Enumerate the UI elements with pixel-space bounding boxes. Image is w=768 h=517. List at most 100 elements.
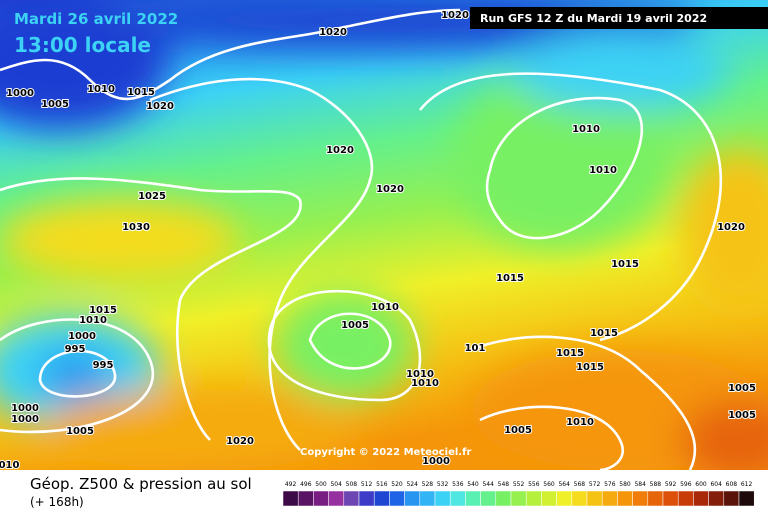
isobar-label: 1015 xyxy=(611,259,639,270)
isobar-label: 1000 xyxy=(11,403,39,414)
isobar-label: 1015 xyxy=(89,305,117,316)
scale-swatch xyxy=(465,490,481,507)
scale-swatch xyxy=(677,490,694,507)
scale-label: 540 xyxy=(467,481,479,488)
scale-label: 516 xyxy=(376,481,388,488)
scale-label: 600 xyxy=(695,481,707,488)
scale-swatch xyxy=(510,490,527,507)
isobar-label: 1010 xyxy=(566,417,594,428)
isobar-label: 1010 xyxy=(406,369,434,380)
scale-swatch xyxy=(708,490,725,507)
scale-swatch xyxy=(343,490,360,507)
isobar-label: 1005 xyxy=(341,320,369,331)
isobar-label: 1020 xyxy=(376,184,404,195)
scale-label: 572 xyxy=(589,481,601,488)
scale-swatch xyxy=(662,490,679,507)
scale-swatch xyxy=(693,490,709,507)
scale-swatch xyxy=(738,490,755,507)
isobar-labels: 1020 1020 1000 1005 1010 1015 1020 1020 … xyxy=(0,9,757,472)
scale-label: 560 xyxy=(543,481,555,488)
scale-label: 544 xyxy=(482,481,494,488)
isobar-label: 1020 xyxy=(146,101,174,112)
date: Mardi 26 avril 2022 xyxy=(14,10,178,28)
scale-label: 556 xyxy=(528,481,540,488)
isobar-label: 1025 xyxy=(138,191,166,202)
scale-swatch xyxy=(541,490,557,507)
scale-label: 532 xyxy=(437,481,449,488)
footer-title: Géop. Z500 & pression au sol xyxy=(30,475,252,493)
scale-swatch xyxy=(297,490,314,507)
scale-label: 512 xyxy=(361,481,373,488)
scale-label: 568 xyxy=(574,481,586,488)
isobar-label: 995 xyxy=(65,344,86,355)
scale-swatch xyxy=(328,490,345,507)
color-scale: 492 496 500 504 508 512 516 520 524 528 532 536 540 5… xyxy=(282,481,755,507)
scale-label: 588 xyxy=(650,481,662,488)
scale-label: 576 xyxy=(604,481,616,488)
isobar-label: 1015 xyxy=(590,328,618,339)
isobar-label: 1005 xyxy=(66,426,94,437)
map xyxy=(0,0,768,480)
scale-swatch xyxy=(556,490,573,507)
isobar-label: 1020 xyxy=(717,222,745,233)
isobar-label: 010 xyxy=(0,460,19,471)
isobar-label: 1020 xyxy=(319,27,347,38)
scale-label: 508 xyxy=(346,481,358,488)
isobar-label: 1000 xyxy=(6,88,34,99)
isobar-label: 1015 xyxy=(496,273,524,284)
scale-swatch xyxy=(480,490,497,507)
isobar-label: 1010 xyxy=(572,124,600,135)
scale-label: 492 xyxy=(285,481,297,488)
scale-swatch xyxy=(389,490,405,507)
scale-swatch xyxy=(404,490,421,507)
scale-swatch xyxy=(647,490,664,507)
isobar-label: 1015 xyxy=(556,348,584,359)
scale-swatch xyxy=(419,490,436,507)
scale-label: 612 xyxy=(741,481,753,488)
scale-label: 536 xyxy=(452,481,464,488)
scale-swatch xyxy=(525,490,542,507)
isobar-label: 1020 xyxy=(441,10,469,21)
time: 13:00 locale xyxy=(14,33,151,57)
scale-label: 504 xyxy=(330,481,342,488)
isobar-label: 1010 xyxy=(411,378,439,389)
isobar-label: 1010 xyxy=(79,315,107,326)
scale-label: 552 xyxy=(513,481,525,488)
isobar-label: 995 xyxy=(93,360,114,371)
run-info: Run GFS 12 Z du Mardi 19 avril 2022 xyxy=(480,12,707,25)
isobar-label: 1000 xyxy=(68,331,96,342)
scale-swatch xyxy=(586,490,603,507)
isobar-label: 1015 xyxy=(127,87,155,98)
scale-label: 584 xyxy=(634,481,646,488)
isobar-label: 1005 xyxy=(728,383,756,394)
scale-label: 520 xyxy=(391,481,403,488)
isobar-label: 1005 xyxy=(504,425,532,436)
isobar-label: 1005 xyxy=(41,99,69,110)
scale-swatch xyxy=(632,490,649,507)
isobar-label: 1030 xyxy=(122,222,150,233)
scale-swatch xyxy=(723,490,740,507)
scale-swatch xyxy=(434,490,451,507)
scale-swatch xyxy=(571,490,588,507)
scale-label: 608 xyxy=(726,481,738,488)
scale-label: 496 xyxy=(300,481,312,488)
scale-swatch xyxy=(601,490,618,507)
isobar-label: 1000 xyxy=(422,456,450,467)
copyright: Copyright © 2022 Meteociel.fr xyxy=(300,447,471,458)
scale-swatch xyxy=(495,490,512,507)
isobar-label: 1010 xyxy=(589,165,617,176)
scale-label: 548 xyxy=(498,481,510,488)
isobar-label: 1000 xyxy=(11,414,39,425)
isobar-label: 1010 xyxy=(371,302,399,313)
scale-label: 524 xyxy=(406,481,418,488)
scale-label: 564 xyxy=(558,481,570,488)
scale-swatch xyxy=(617,490,633,507)
isobar-label: 1010 xyxy=(87,84,115,95)
scale-swatch xyxy=(358,490,375,507)
isobar-label: 1015 xyxy=(576,362,604,373)
isobar-label: 1020 xyxy=(326,145,354,156)
scale-swatch xyxy=(449,490,466,507)
scale-swatch xyxy=(313,490,329,507)
run-box xyxy=(470,7,768,29)
